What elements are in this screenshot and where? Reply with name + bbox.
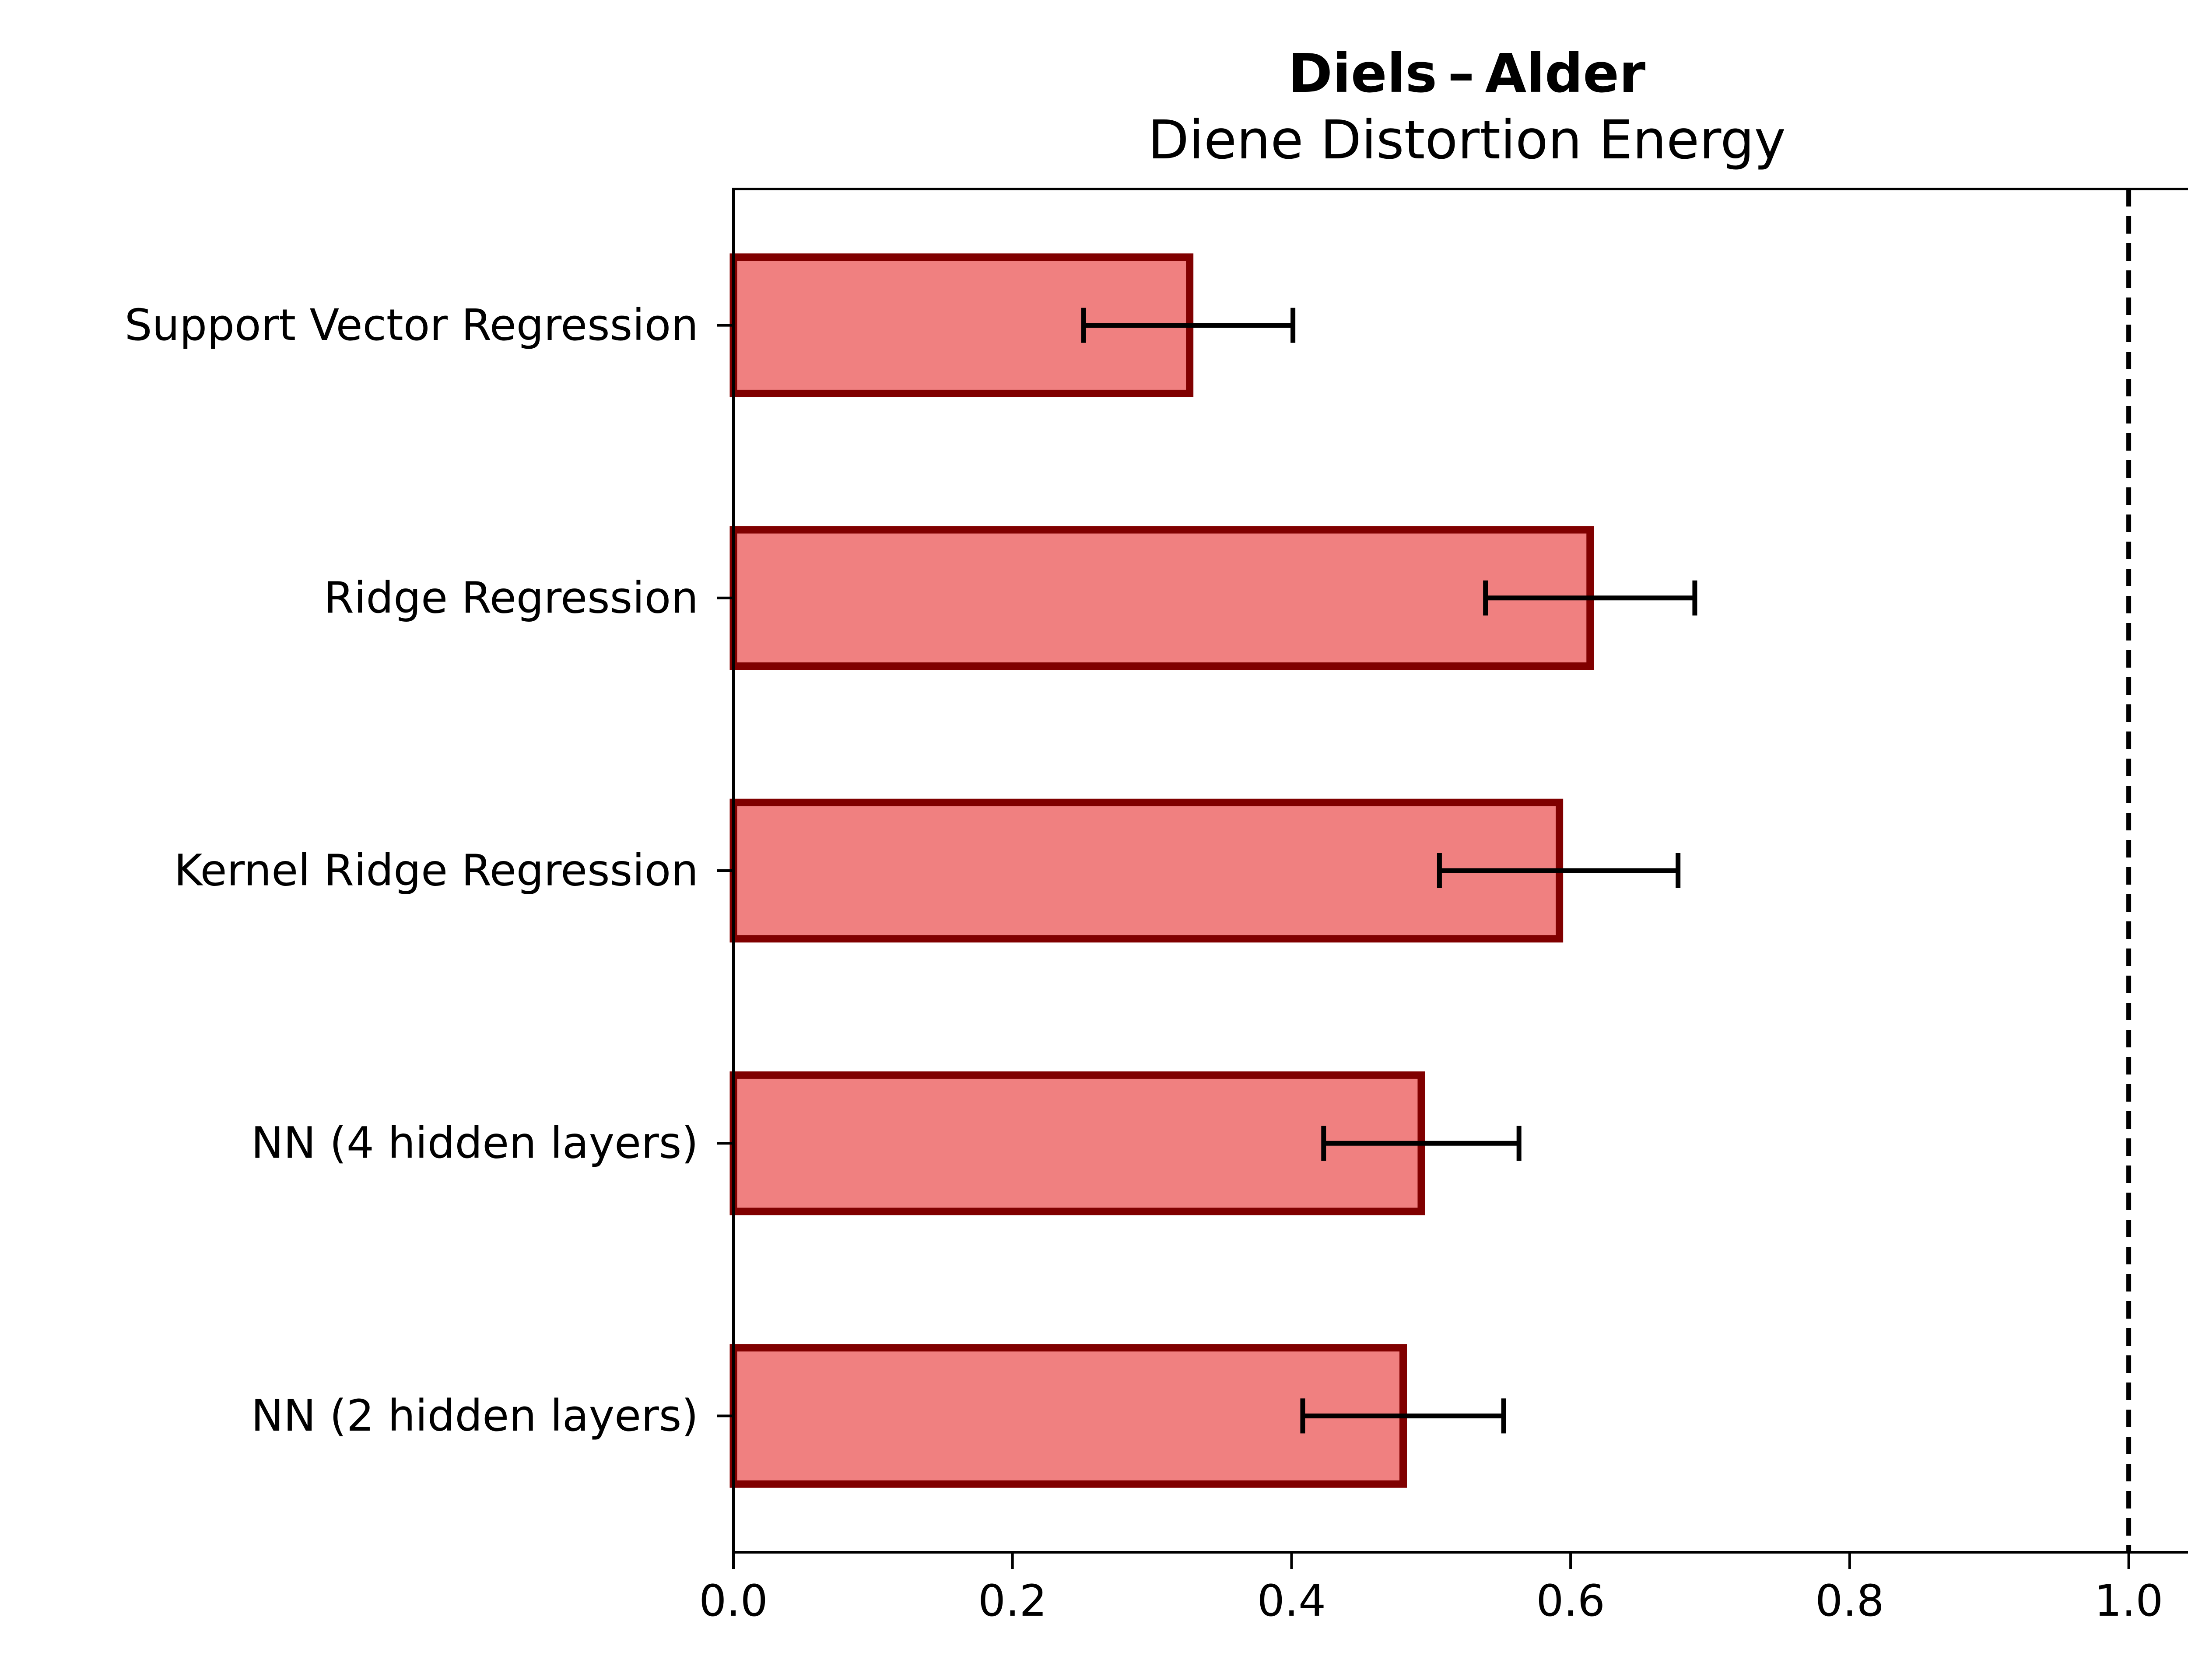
chart-title: Diels – Alder (1288, 42, 1645, 105)
x-tick-label: 0.0 (699, 1576, 768, 1626)
bar (729, 798, 1564, 943)
bar (729, 526, 1594, 670)
y-tick-label: NN (2 hidden layers) (251, 1391, 698, 1441)
chart-subtitle: Diene Distortion Energy (1148, 109, 1786, 171)
axes-frame (732, 188, 2188, 1554)
plot-area: Support Vector Regression Ridge Regressio… (125, 188, 2188, 1626)
x-tick-label: 1.0 (2094, 1576, 2163, 1626)
y-tick-label: Support Vector Regression (125, 300, 698, 350)
y-tick-label: NN (4 hidden layers) (251, 1118, 698, 1169)
x-tick-label: 0.4 (1257, 1576, 1326, 1626)
x-tick-label: 0.6 (1536, 1576, 1605, 1626)
bar (729, 1344, 1407, 1488)
bar (729, 1071, 1425, 1215)
x-tick-label: 0.2 (978, 1576, 1047, 1626)
y-tick-label: Kernel Ridge Regression (174, 846, 698, 896)
y-tick-label: Ridge Regression (324, 573, 698, 623)
x-tick-label: 0.8 (1815, 1576, 1884, 1626)
